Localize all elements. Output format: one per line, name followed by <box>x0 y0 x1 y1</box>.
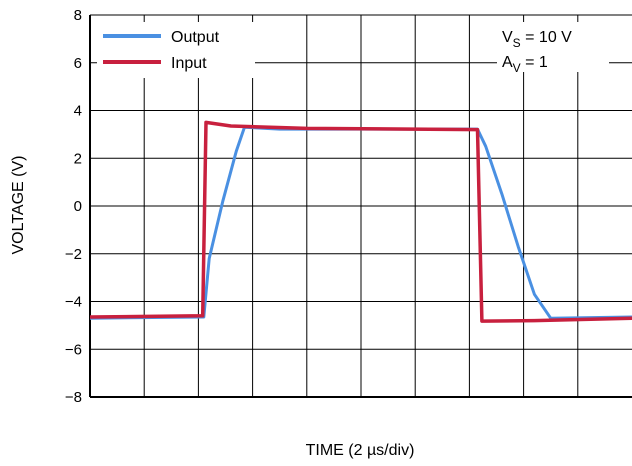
y-tick-label: −4 <box>65 294 82 311</box>
y-tick-label: −8 <box>65 389 82 406</box>
y-tick-label: −6 <box>65 341 82 358</box>
y-tick-label: 0 <box>74 198 82 215</box>
annotation-gain: AV = 1 <box>502 54 548 75</box>
y-tick-label: −2 <box>65 246 82 263</box>
annotation-background <box>497 22 609 72</box>
y-tick-label: 4 <box>74 103 82 120</box>
series-lines <box>89 120 632 323</box>
legend-label-input: Input <box>171 55 207 72</box>
y-tick-label: 8 <box>74 7 82 24</box>
y-tick-label: 2 <box>74 150 82 167</box>
y-axis-ticks: 8 6 4 2 0 −2 −4 −6 −8 <box>65 7 82 406</box>
annotation-box: VS = 10 V AV = 1 <box>497 22 609 75</box>
x-axis-title: TIME (2 µs/div) <box>306 442 415 459</box>
legend-background <box>97 22 255 78</box>
y-tick-label: 6 <box>74 55 82 72</box>
annotation-supply-voltage: VS = 10 V <box>502 29 572 50</box>
y-axis-title: VOLTAGE (V) <box>10 156 27 255</box>
legend: Output Input <box>97 22 255 78</box>
legend-label-output: Output <box>171 29 220 46</box>
series-line-input <box>89 120 632 323</box>
